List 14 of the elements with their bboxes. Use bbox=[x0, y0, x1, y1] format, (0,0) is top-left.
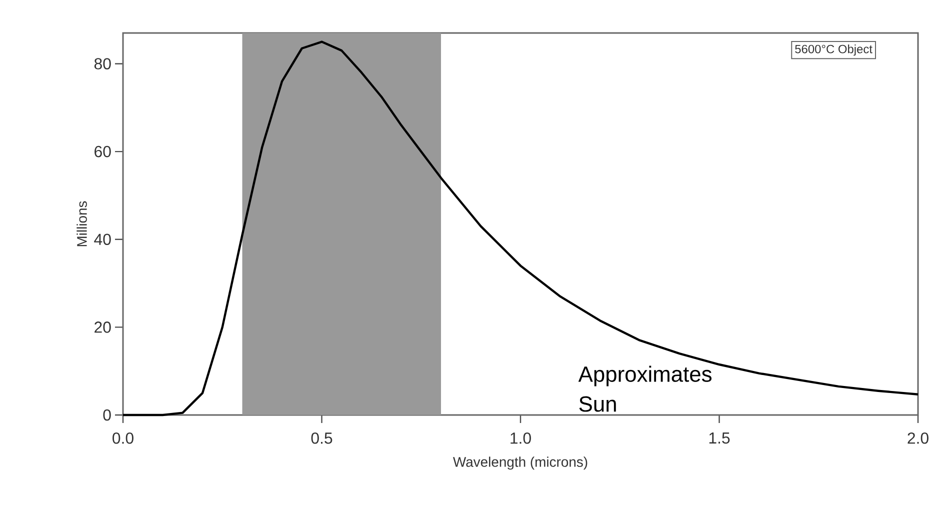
y-tick-label: 20 bbox=[94, 322, 111, 333]
y-tick-label: 80 bbox=[94, 58, 111, 70]
y-axis-title: Millions bbox=[76, 201, 87, 246]
annotation: 5600°C Object bbox=[795, 44, 872, 56]
x-tick-label: 1.0 bbox=[510, 432, 531, 444]
y-tick-label: 40 bbox=[94, 234, 111, 246]
x-tick-label: 0.5 bbox=[311, 432, 332, 444]
x-tick-label: 2.0 bbox=[908, 432, 928, 444]
y-tick-label: 60 bbox=[94, 146, 111, 158]
y-tick-label: 0 bbox=[103, 409, 111, 421]
x-axis-title: Wavelength (microns) bbox=[453, 456, 588, 470]
x-tick-label: 0.0 bbox=[112, 432, 134, 444]
x-tick-label: 1.5 bbox=[709, 432, 730, 444]
annotation: Approximates Sun bbox=[578, 366, 712, 412]
